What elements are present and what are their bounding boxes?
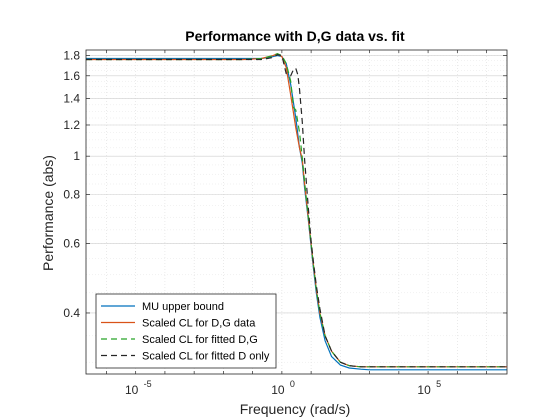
- x-tick-exponent: 0: [290, 379, 295, 389]
- tick-marks: [86, 50, 507, 374]
- series-layer: [86, 53, 507, 371]
- legend-entry-2: Scaled CL for D,G data: [142, 318, 256, 330]
- legend-entry-4: Scaled CL for fitted D only: [142, 351, 270, 363]
- legend-entry-3: Scaled CL for fitted D,G: [142, 334, 258, 346]
- x-tick-label: 10: [271, 383, 285, 397]
- chart-title: Performance with D,G data vs. fit: [185, 28, 405, 44]
- y-tick-label: 1.8: [63, 49, 80, 63]
- series-line-3: [86, 53, 507, 368]
- x-tick-label: 10: [417, 383, 431, 397]
- x-tick-exponent: 5: [436, 379, 441, 389]
- y-tick-label: 0.4: [63, 306, 80, 320]
- x-tick-label: 10: [125, 383, 139, 397]
- y-tick-label: 0.8: [63, 187, 80, 201]
- y-tick-label: 1.2: [63, 118, 80, 132]
- y-tick-label: 0.6: [63, 237, 80, 251]
- legend: MU upper bound Scaled CL for D,G data Scal…: [95, 293, 277, 369]
- plot-frame: [85, 49, 508, 375]
- legend-entry-1: MU upper bound: [142, 301, 224, 313]
- x-axis-label: Frequency (rad/s): [240, 401, 350, 417]
- y-axis-label: Performance (abs): [40, 155, 56, 271]
- x-tick-exponent: -5: [144, 379, 152, 389]
- y-tick-label: 1.6: [63, 69, 80, 83]
- y-tick-label: 1.4: [63, 92, 80, 106]
- y-tick-label: 1: [73, 149, 80, 163]
- tick-labels: 0.4 0.6 0.8 1 1.2 1.4 1.6 1.8 10 -5 10 0 10 5: [63, 49, 441, 397]
- series-line-4: [86, 54, 507, 368]
